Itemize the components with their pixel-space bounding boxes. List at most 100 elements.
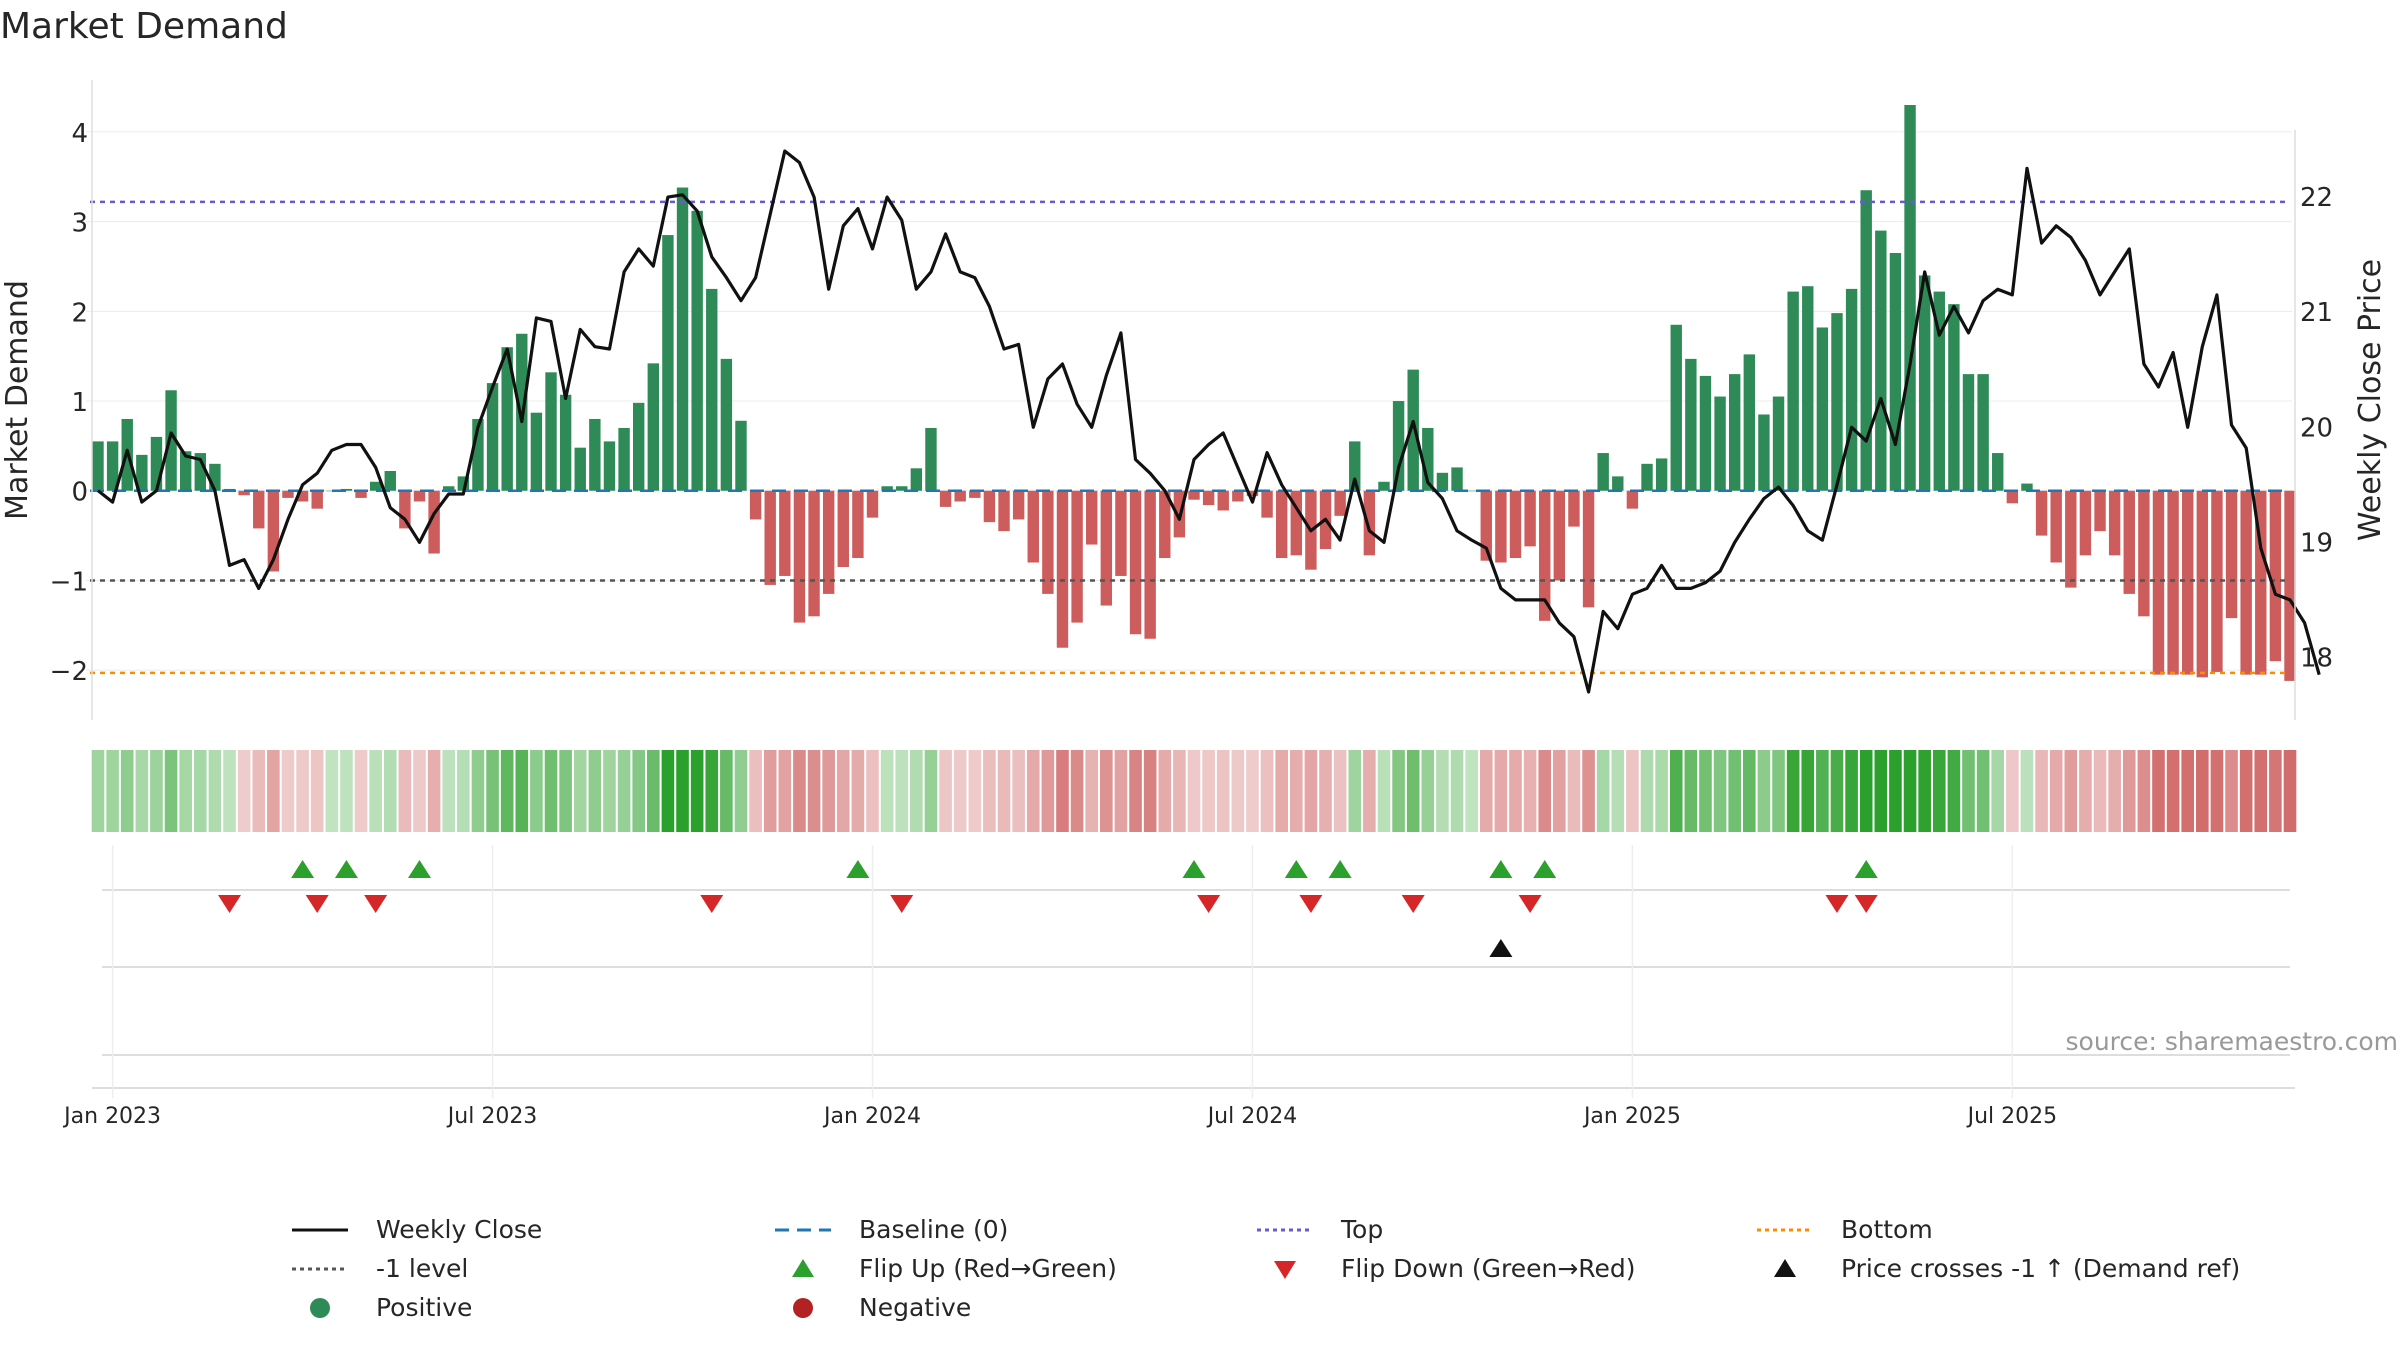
legend-item: Top (1255, 1215, 1383, 1244)
demand-bar (1115, 490, 1127, 576)
demand-bar (647, 363, 660, 491)
demand-bar (296, 490, 309, 502)
demand-bar (1436, 472, 1449, 491)
heat-cell (164, 750, 178, 832)
demand-bar (1743, 354, 1756, 491)
legend-label: Weekly Close (376, 1215, 543, 1244)
demand-bar (1071, 490, 1083, 623)
legend-triangle-icon (1755, 1257, 1815, 1281)
heat-cell (2108, 750, 2121, 832)
demand-bar (1685, 358, 1697, 491)
demand-bar (2021, 483, 2033, 491)
demand-bar (1246, 490, 1259, 497)
heat-cell (2166, 750, 2180, 832)
demand-bar (618, 427, 630, 491)
heat-cell (208, 750, 222, 832)
demand-bar (413, 490, 426, 502)
heat-cell (632, 750, 645, 832)
demand-bar (2152, 490, 2165, 675)
heat-cell (968, 750, 982, 832)
heat-cell (895, 750, 909, 832)
demand-bar (632, 402, 645, 491)
weekly-close-line (97, 149, 2321, 694)
price-cross-marker (1489, 939, 1513, 957)
legend-label: Positive (376, 1293, 473, 1322)
demand-bar (1086, 490, 1098, 545)
flip-up-marker (1182, 860, 1206, 878)
heat-cell (910, 750, 923, 832)
heat-cell (1786, 750, 1800, 832)
heat-cell (1757, 750, 1771, 832)
heat-cell (1392, 750, 1405, 832)
heat-cell (1918, 750, 1931, 832)
flip-down-marker (890, 895, 914, 913)
y2-tick-label: 18 (2300, 643, 2333, 673)
heat-cell (398, 750, 412, 832)
heat-cell (1056, 750, 1069, 832)
legend-label: Bottom (1841, 1215, 1933, 1244)
demand-bar (1232, 490, 1244, 502)
heat-cell (1991, 750, 2005, 832)
demand-bar (969, 490, 981, 498)
heat-cell (1567, 750, 1581, 832)
heat-cell (2137, 750, 2151, 832)
legend-line-icon (1755, 1218, 1815, 1242)
demand-bar (1100, 490, 1113, 606)
demand-bar (457, 476, 470, 491)
heat-cell (939, 750, 952, 832)
legend-line-icon (1255, 1218, 1315, 1242)
demand-bar (501, 347, 513, 491)
demand-bar (443, 486, 455, 491)
heat-cell (1114, 750, 1128, 832)
heat-cell (1684, 750, 1698, 832)
legend-item: Flip Down (Green→Red) (1255, 1254, 1636, 1283)
demand-bar (1831, 313, 1843, 491)
demand-bar (486, 383, 499, 491)
heat-cell (2006, 750, 2019, 832)
heat-cell (1304, 750, 1318, 832)
heat-cell (617, 750, 631, 832)
x-tick-label: Jan 2024 (822, 1104, 921, 1129)
legend-label: Baseline (0) (859, 1215, 1009, 1244)
demand-bar (896, 486, 908, 491)
demand-bar (1918, 275, 1931, 491)
heat-cell (1962, 750, 1975, 832)
heat-cell (2049, 750, 2063, 832)
demand-bar (1948, 304, 1960, 491)
heat-cell (1932, 750, 1946, 832)
heat-cell (807, 750, 821, 832)
y-tick-label: 1 (71, 388, 88, 418)
flip-down-marker (305, 895, 329, 913)
heat-cell (763, 750, 777, 832)
demand-bar (720, 358, 733, 491)
heat-cell (413, 750, 426, 832)
heat-cell (705, 750, 719, 832)
heat-cell (1202, 750, 1215, 832)
legend-dot-icon (290, 1296, 350, 1320)
heat-cell (1874, 750, 1888, 832)
x-tick-label: Jan 2025 (1582, 1104, 1681, 1129)
legend-item: Weekly Close (290, 1215, 542, 1244)
heat-cell (1947, 750, 1961, 832)
heat-cell (866, 750, 879, 832)
demand-bar (1553, 490, 1566, 581)
demand-bar (1524, 490, 1536, 547)
heat-cell (1889, 750, 1902, 832)
x-tick-label: Jul 2024 (1206, 1104, 1298, 1129)
heat-cell (237, 750, 251, 832)
demand-bar (1758, 414, 1770, 491)
heat-cell (1012, 750, 1025, 832)
demand-bar (1129, 490, 1142, 635)
heat-cell (369, 750, 382, 832)
heat-cell (1450, 750, 1464, 832)
source-text: source: sharemaestro.com (2066, 1027, 2399, 1056)
heat-cell (690, 750, 704, 832)
heat-cell (851, 750, 865, 832)
demand-bar (253, 490, 265, 529)
y-axis-label: Market Demand (0, 280, 35, 520)
heat-cell (1041, 750, 1055, 832)
heat-cell (1830, 750, 1844, 832)
demand-bar (706, 288, 718, 491)
flip-up-marker (1854, 860, 1878, 878)
heat-cell (1655, 750, 1668, 832)
